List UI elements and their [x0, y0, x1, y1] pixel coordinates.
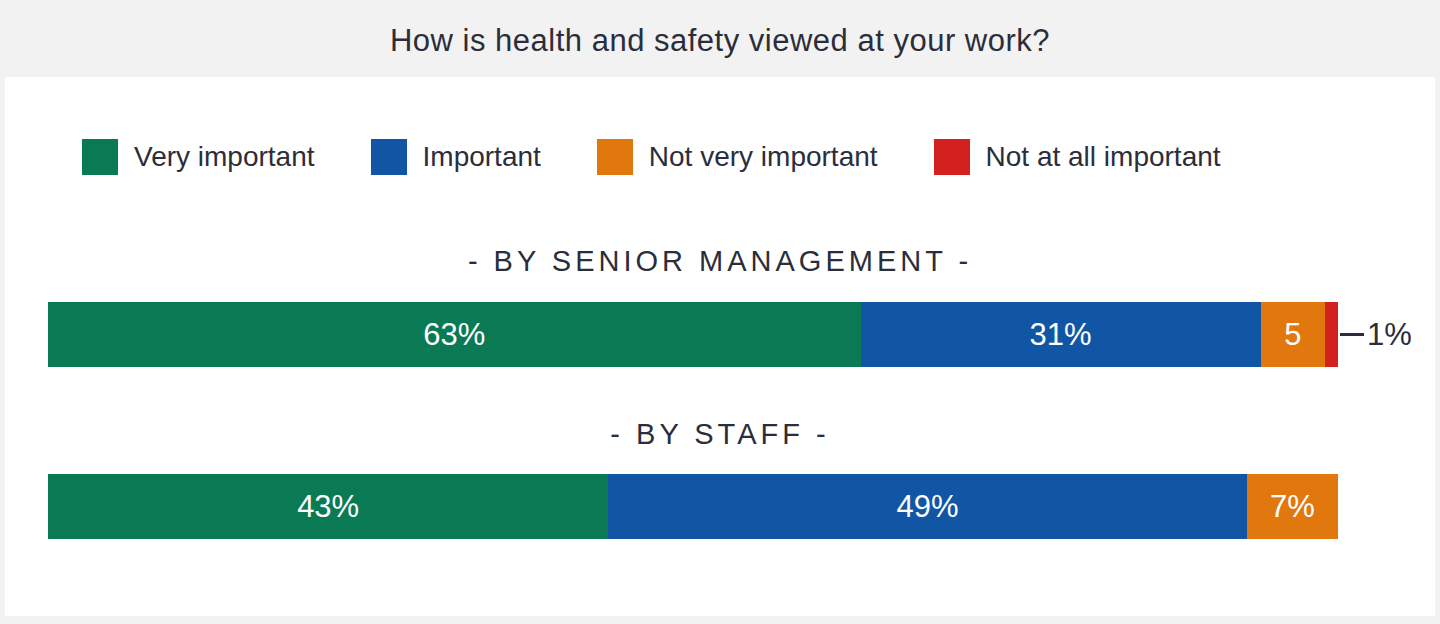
row-heading-staff: - BY STAFF - — [5, 418, 1435, 451]
segment-value-label: 31% — [1030, 317, 1092, 353]
segment-value-label: 43% — [297, 489, 359, 525]
bar-segment-very-important: 43% — [48, 474, 608, 539]
legend: Very important Important Not very importan… — [82, 139, 1221, 175]
chart-title: How is health and safety viewed at your … — [0, 23, 1440, 59]
row-heading-senior-management: - BY SENIOR MANAGEMENT - — [5, 245, 1435, 278]
stacked-bar-senior-management: 63% 31% 5 — [48, 302, 1338, 367]
legend-label: Very important — [134, 141, 315, 173]
important-swatch-icon — [371, 139, 407, 175]
not-very-important-swatch-icon — [597, 139, 633, 175]
annotation-value-label: 1% — [1367, 317, 1412, 353]
bar-row-senior-management: 63% 31% 5 1% — [48, 302, 1412, 367]
stacked-bar-staff: 43% 49% 7% — [48, 474, 1338, 539]
bar-segment-not-very-important: 5 — [1261, 302, 1326, 367]
legend-label: Not very important — [649, 141, 878, 173]
bar-segment-important: 49% — [608, 474, 1246, 539]
legend-item-not-very-important: Not very important — [597, 139, 878, 175]
legend-item-not-at-all-important: Not at all important — [934, 139, 1221, 175]
bar-segment-very-important: 63% — [48, 302, 861, 367]
segment-value-label: 49% — [897, 489, 959, 525]
very-important-swatch-icon — [82, 139, 118, 175]
legend-label: Not at all important — [986, 141, 1221, 173]
bar-segment-not-very-important: 7% — [1247, 474, 1338, 539]
leader-line — [1340, 333, 1364, 336]
outside-annotation-not-at-all-important: 1% — [1340, 317, 1412, 353]
legend-item-important: Important — [371, 139, 541, 175]
legend-label: Important — [423, 141, 541, 173]
legend-item-very-important: Very important — [82, 139, 315, 175]
bar-segment-not-at-all-important — [1325, 302, 1338, 367]
segment-value-label: 5 — [1284, 317, 1301, 353]
bar-segment-important: 31% — [861, 302, 1261, 367]
segment-value-label: 7% — [1270, 489, 1315, 525]
chart-panel: Very important Important Not very importan… — [5, 77, 1435, 616]
segment-value-label: 63% — [423, 317, 485, 353]
not-at-all-important-swatch-icon — [934, 139, 970, 175]
bar-row-staff: 43% 49% 7% — [48, 474, 1338, 539]
